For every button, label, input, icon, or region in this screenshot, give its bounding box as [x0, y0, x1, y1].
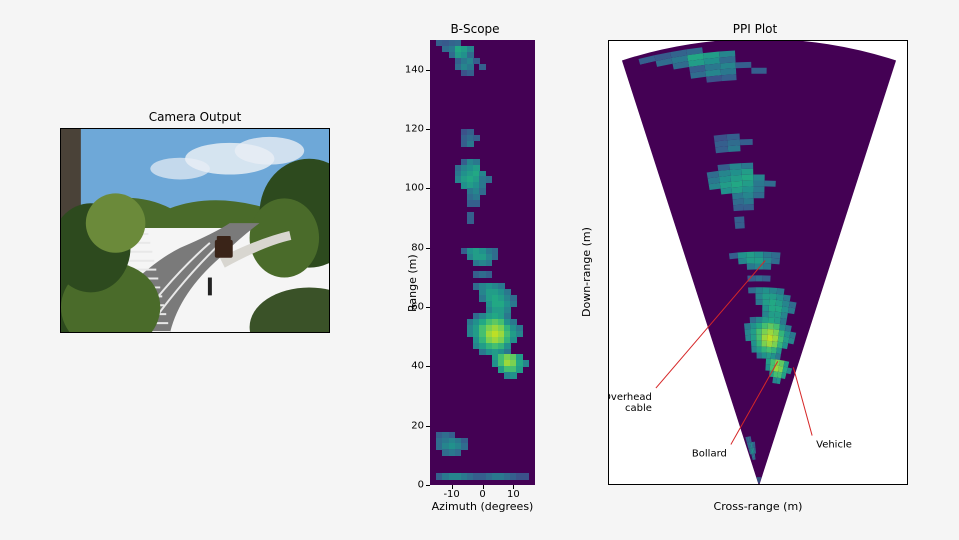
- ppi-xtick: 0: [756, 484, 762, 485]
- bscope-cell: [486, 271, 493, 277]
- bscope-cell: [467, 70, 474, 76]
- ppi-annotation-text: Vehicle: [816, 440, 852, 451]
- bscope-cell: [510, 337, 517, 343]
- bscope-cell: [479, 64, 486, 70]
- bscope-ytick: 40: [402, 361, 430, 372]
- bscope-cell: [516, 331, 523, 337]
- bscope-cell: [516, 366, 523, 372]
- ppi-annotation-text: Bollard: [692, 448, 727, 459]
- ppi-xtick: 20: [815, 484, 828, 485]
- bscope-ytick: 80: [402, 242, 430, 253]
- ppi-ytick: 60: [608, 303, 609, 314]
- bscope-cell: [455, 449, 462, 455]
- camera-image: [60, 128, 330, 333]
- ppi-xlabel: Cross-range (m): [608, 500, 908, 513]
- bscope-cell: [492, 254, 499, 260]
- camera-title: Camera Output: [60, 110, 330, 124]
- bscope-cell: [523, 473, 530, 479]
- bscope-cell: [467, 141, 474, 147]
- bscope-ytick: 0: [402, 480, 430, 491]
- ppi-panel: PPI Plot Overheadcable Bollard Vehicle 0 20…: [580, 22, 930, 485]
- ppi-svg: Overheadcable Bollard Vehicle: [609, 41, 908, 485]
- bscope-ytick: 100: [402, 183, 430, 194]
- ppi-ytick: 140: [608, 65, 609, 76]
- ppi-axes: Overheadcable Bollard Vehicle 0 20 40 60 80 100…: [608, 40, 908, 485]
- ppi-ytick: 40: [608, 362, 609, 373]
- ppi-title: PPI Plot: [580, 22, 930, 36]
- bscope-cell: [523, 360, 530, 366]
- bscope-cell: [473, 135, 480, 141]
- ppi-ytick: 80: [608, 243, 609, 254]
- ppi-ytick: 120: [608, 125, 609, 136]
- bscope-panel: B-Scope 020406080100120140-10010 Range (…: [410, 22, 540, 485]
- bscope-cell: [479, 188, 486, 194]
- ppi-annotation-text: Overhead: [609, 392, 652, 403]
- bscope-cell: [510, 301, 517, 307]
- bscope-ytick: 140: [402, 64, 430, 75]
- ppi-ytick: 100: [608, 184, 609, 195]
- bscope-xtick: 10: [507, 485, 520, 500]
- bscope-cell: [510, 372, 517, 378]
- ppi-xtick: -40: [626, 484, 642, 485]
- ppi-ylabel: Down-range (m): [580, 227, 593, 317]
- bscope-title: B-Scope: [410, 22, 540, 36]
- bscope-axes: 020406080100120140-10010: [430, 40, 535, 485]
- ppi-ytick: 0: [608, 481, 609, 486]
- bscope-cell: [486, 176, 493, 182]
- bscope-xtick: 0: [479, 485, 485, 500]
- ppi-xtick: 40: [878, 484, 891, 485]
- bscope-xtick: -10: [443, 485, 459, 500]
- ppi-xtick: -20: [688, 484, 704, 485]
- bscope-ytick: 120: [402, 124, 430, 135]
- ppi-ytick: 20: [608, 421, 609, 432]
- bscope-cell: [473, 200, 480, 206]
- camera-panel: Camera Output: [60, 110, 330, 333]
- bscope-cell: [486, 260, 493, 266]
- bscope-xlabel: Azimuth (degrees): [430, 500, 535, 513]
- ppi-annotation-text: cable: [625, 403, 652, 414]
- bscope-cell: [461, 443, 468, 449]
- bscope-ytick: 20: [402, 420, 430, 431]
- bscope-cell: [467, 218, 474, 224]
- bscope-ylabel: Range (m): [406, 254, 419, 312]
